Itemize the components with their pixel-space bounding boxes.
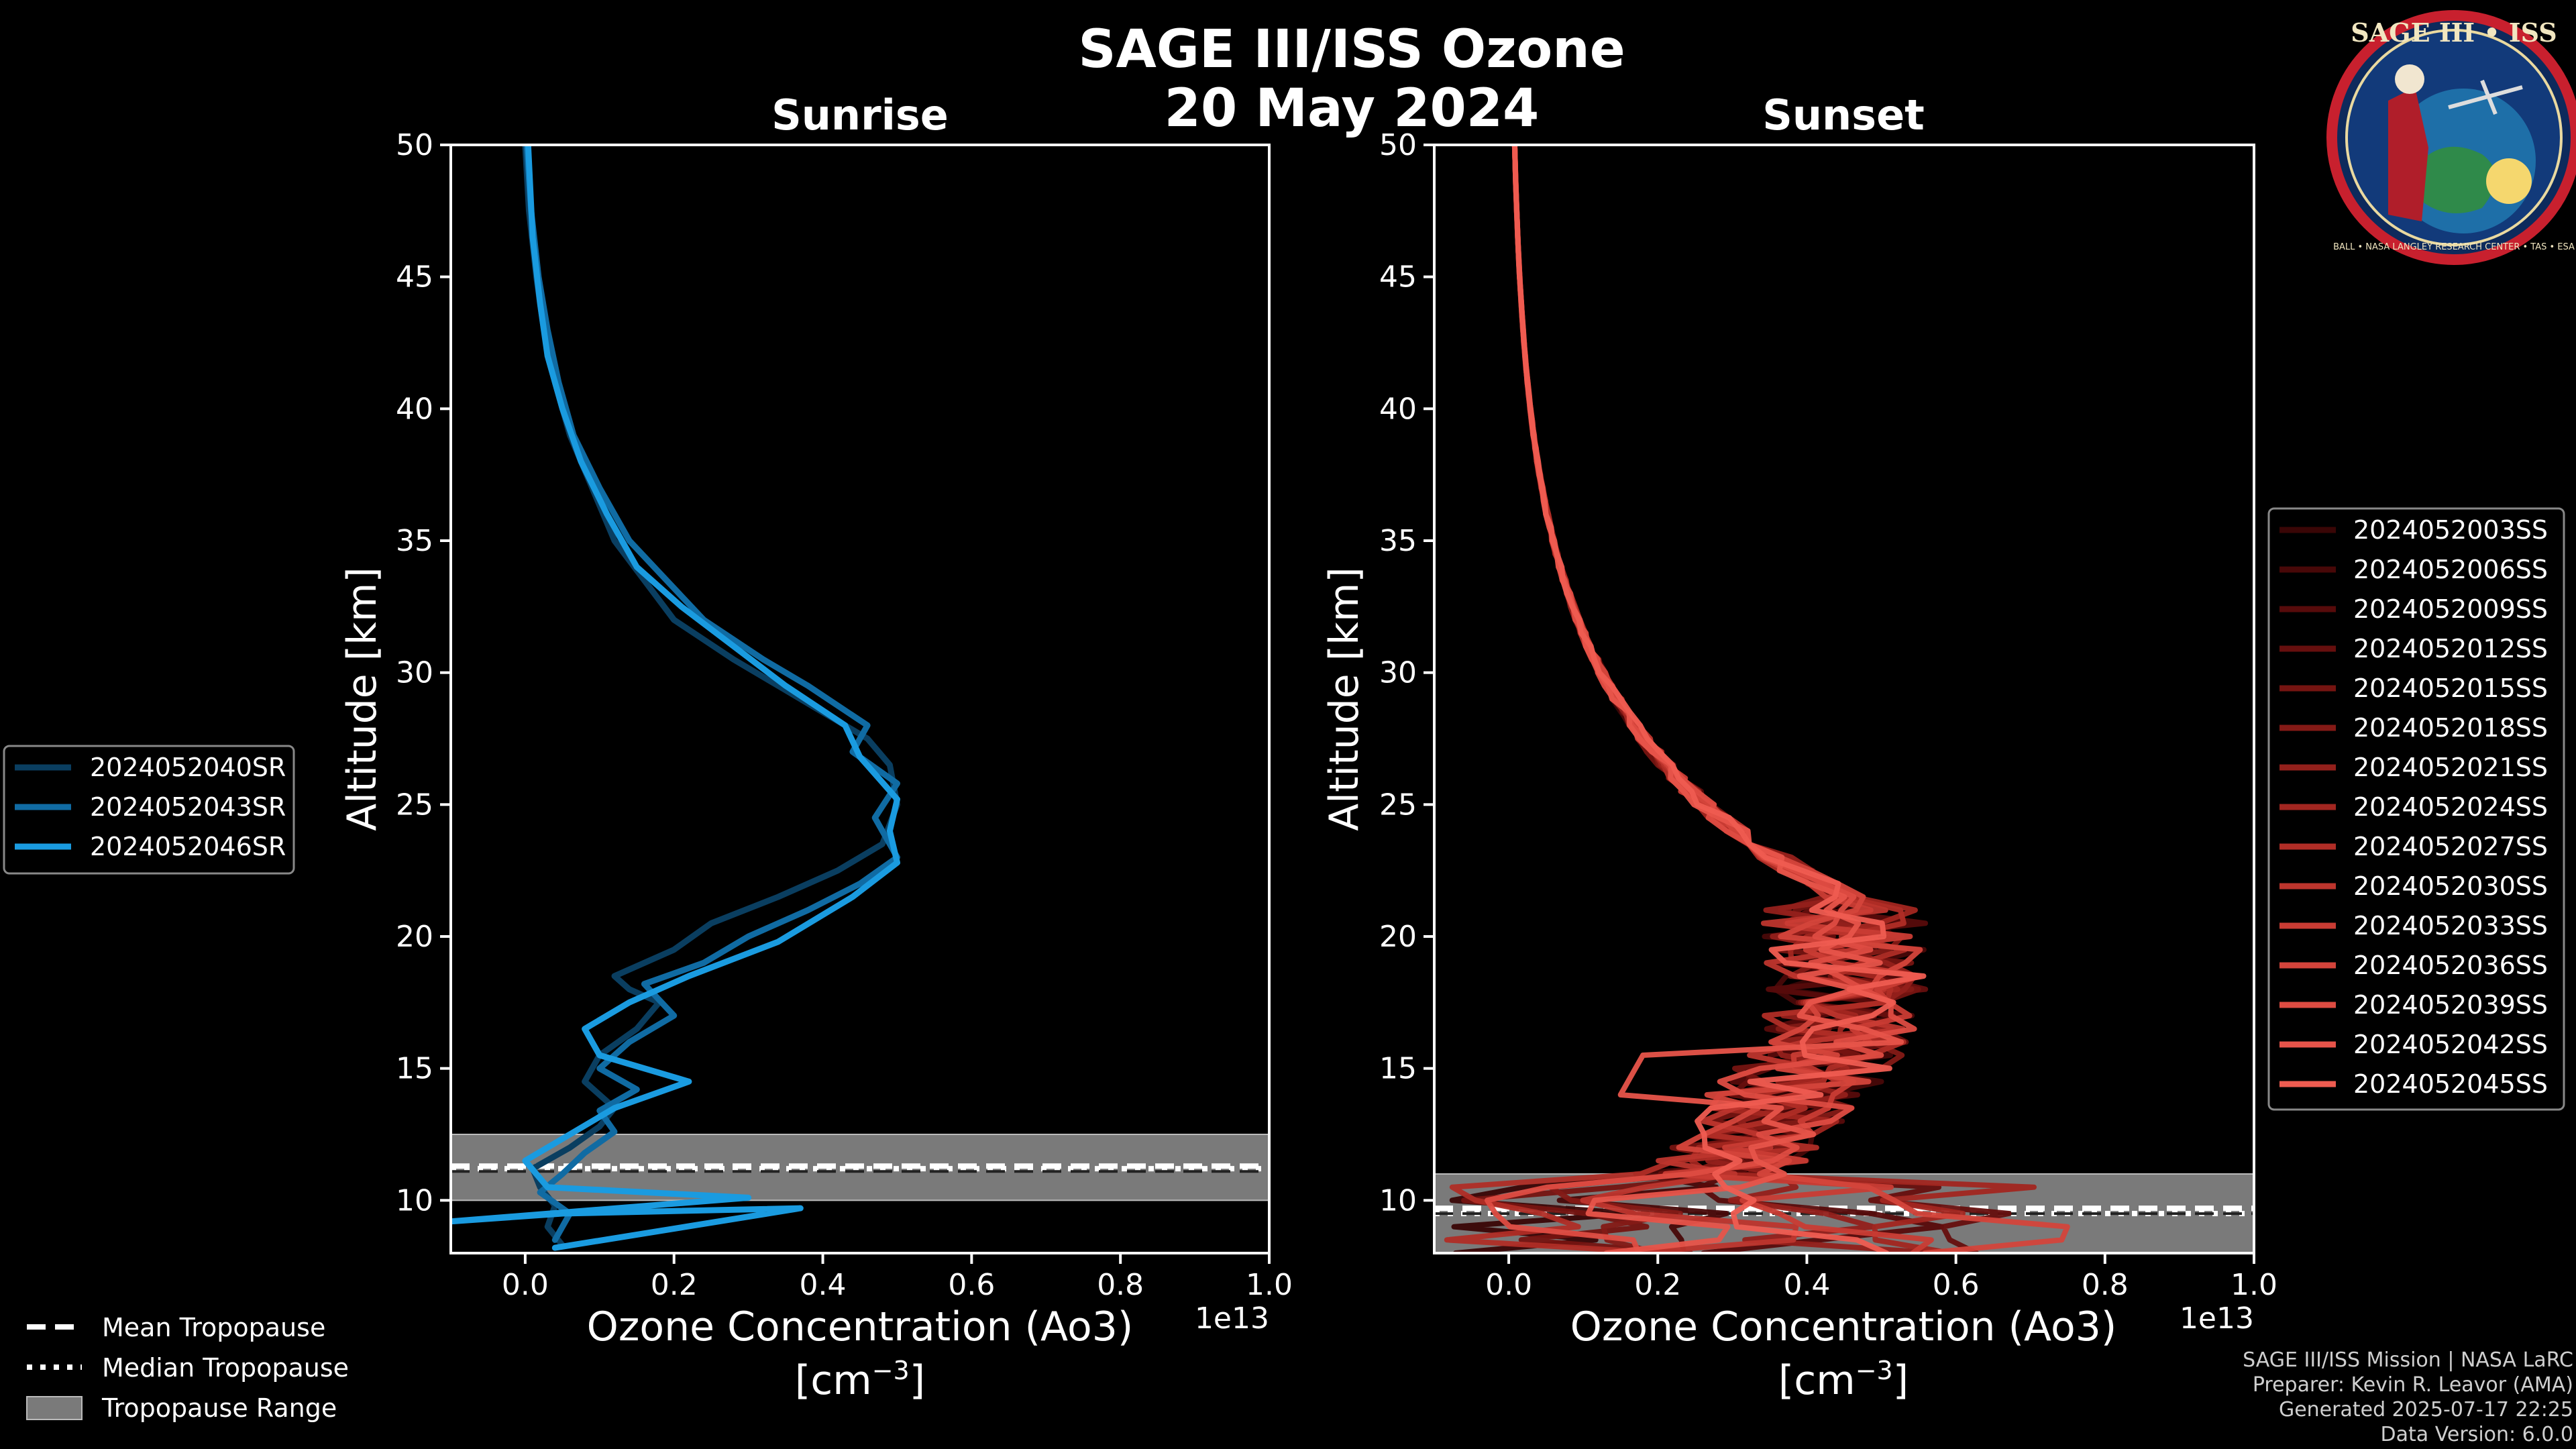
y-ticks-sunset: 10 15 20 25 30 35 40 45 50 [1379,128,1434,1218]
footer-line: Generated 2025-07-17 22:25 [2279,1398,2573,1421]
x-tick-label: 0.8 [2082,1268,2129,1302]
y-ticks-sunrise: 10 15 20 25 30 35 40 45 50 [396,128,451,1218]
panel-title-sunrise: Sunrise [771,91,949,140]
legend-label: 2024052030SS [2353,871,2548,901]
legend-label: 2024052045SS [2353,1069,2548,1099]
legend-label: 2024052018SS [2353,713,2548,743]
x-tick-label: 0.4 [1783,1268,1830,1302]
legend-label: 2024052036SS [2353,951,2548,980]
legend-sunset-frame [2267,507,2565,1111]
footer-credits: SAGE III/ISS Mission | NASA LaRC Prepare… [2243,1348,2573,1446]
series-line-2024052040SR [522,145,900,1248]
x-tick-label: 0.6 [948,1268,995,1302]
series-line-2024052046SR [451,145,900,1251]
y-tick-label: 15 [396,1052,433,1086]
sunrise-series [451,145,900,1251]
x-axis-label-sunset: Ozone Concentration (Ao3) [1570,1303,2117,1350]
y-tick-label: 10 [396,1183,433,1218]
badge-title: SAGE III • ISS [2351,17,2557,48]
legend-tropopause-range-swatch [26,1396,83,1420]
legend-label: 2024052040SR [90,753,286,782]
y-tick-label: 40 [396,392,433,426]
legend-median-tropopause-label: Median Tropopause [102,1353,349,1383]
x-ticks-sunset: 0.0 0.2 0.4 0.6 0.8 1.0 [1485,1253,2277,1302]
y-tick-label: 35 [1379,524,1417,558]
x-tick-label: 0.8 [1097,1268,1144,1302]
y-tick-label: 50 [396,128,433,162]
x-ticks-sunrise: 0.0 0.2 0.4 0.6 0.8 1.0 [502,1253,1293,1302]
figure-title: SAGE III/ISS Ozone [1078,19,1625,80]
y-axis-label-sunrise: Altitude [km] [339,567,386,831]
panel-title-sunset: Sunset [1762,91,1925,140]
series-line-2024052006SS [1512,145,1927,1253]
legend-label: 2024052009SS [2353,594,2548,624]
x-tick-label: 1.0 [2231,1268,2277,1302]
legend-label: 2024052027SS [2353,832,2548,861]
y-tick-label: 15 [1379,1052,1417,1086]
badge-ring-text: BALL • NASA LANGLEY RESEARCH CENTER • TA… [2333,242,2575,252]
x-axis-label-sunrise: Ozone Concentration (Ao3) [587,1303,1134,1350]
legend-label: 2024052039SS [2353,990,2548,1020]
y-tick-label: 30 [1379,656,1417,690]
x-tick-label: 0.0 [502,1268,549,1302]
legend-label: 2024052006SS [2353,555,2548,584]
y-tick-label: 45 [1379,260,1417,294]
y-tick-label: 30 [396,656,433,690]
x-scale-label-sunrise: 1e13 [1195,1301,1269,1336]
legend-label: 2024052024SS [2353,792,2548,822]
sunset-series [1444,145,2070,1253]
legend-label: 2024052021SS [2353,753,2548,782]
legend-sunrise: 2024052040SR 2024052043SR 2024052046SR [3,745,295,875]
y-tick-label: 10 [1379,1183,1417,1218]
y-tick-label: 25 [1379,788,1417,822]
series-line-2024052043SR [523,145,900,1243]
x-tick-label: 0.6 [1933,1268,1980,1302]
x-tick-label: 1.0 [1246,1268,1293,1302]
legend-label: 2024052046SR [90,832,286,861]
footer-line: Data Version: 6.0.0 [2381,1423,2573,1446]
legend-tropopause-range-label: Tropopause Range [101,1393,337,1423]
axes-frame-sunrise [449,144,1271,1254]
axes-frame-sunset [1433,144,2255,1254]
y-tick-label: 50 [1379,128,1417,162]
x-scale-label-sunset: 1e13 [2180,1301,2254,1336]
legend-label: 2024052042SS [2353,1030,2548,1059]
footer-line: SAGE III/ISS Mission | NASA LaRC [2243,1348,2573,1372]
legend-sunrise-frame [3,745,295,875]
y-tick-label: 25 [396,788,433,822]
sage-mission-badge-icon: SAGE III • ISS BALL • NASA LANGLEY RESEA… [2326,10,2576,265]
x-tick-label: 0.2 [1634,1268,1681,1302]
legend-label: 2024052043SR [90,792,286,822]
y-axis-label-sunset: Altitude [km] [1321,567,1368,831]
x-axis-units-sunrise: [cm−3] [795,1356,925,1404]
x-axis-units-sunset: [cm−3] [1778,1356,1909,1404]
footer-line: Preparer: Kevin R. Leavor (AMA) [2253,1373,2573,1397]
legend-sunset: 2024052003SS 2024052006SS 2024052009SS 2024… [2267,507,2565,1111]
legend-mean-tropopause-label: Mean Tropopause [102,1313,325,1342]
legend-label: 2024052012SS [2353,634,2548,663]
figure-subtitle: 20 May 2024 [1165,78,1540,139]
series-line-2024052045SS [1511,145,1927,1253]
y-tick-label: 20 [1379,920,1417,954]
y-tick-label: 45 [396,260,433,294]
y-tick-label: 35 [396,524,433,558]
x-tick-label: 0.0 [1485,1268,1532,1302]
x-tick-label: 0.4 [800,1268,847,1302]
y-tick-label: 20 [396,920,433,954]
legend-label: 2024052015SS [2353,674,2548,703]
y-tick-label: 40 [1379,392,1417,426]
legend-label: 2024052003SS [2353,515,2548,545]
legend-label: 2024052033SS [2353,911,2548,941]
x-tick-label: 0.2 [651,1268,698,1302]
legend-tropopause: Mean Tropopause Median Tropopause Tropop… [26,1313,349,1423]
